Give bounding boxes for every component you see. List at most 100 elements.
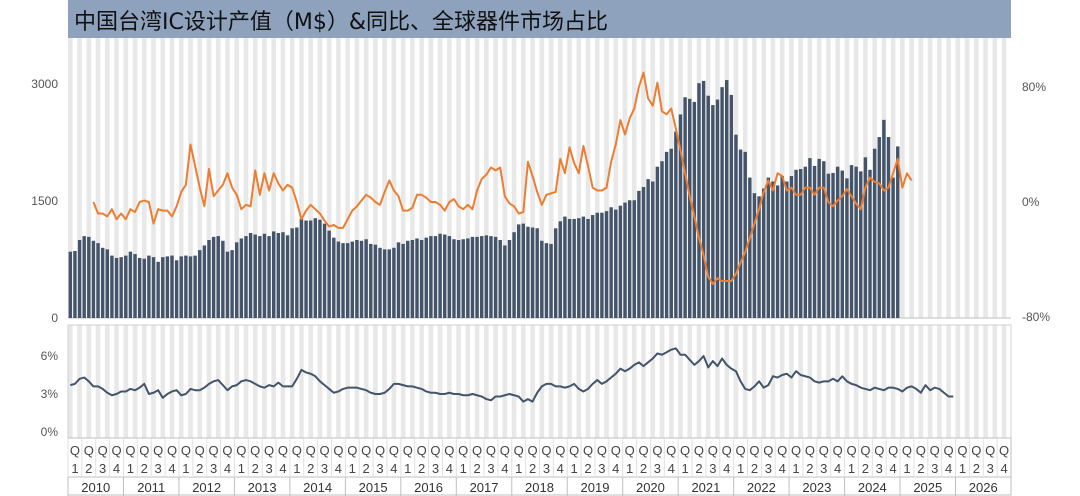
quarter-label-number: 2 [85,461,92,476]
quarter-label-letter: Q [555,443,565,458]
quarter-label-number: 4 [779,461,786,476]
bar [803,166,808,318]
bar [128,251,133,318]
band-top [770,38,776,318]
quarter-label-letter: Q [111,443,121,458]
band-top [132,38,138,318]
band-bottom [779,325,785,438]
bar [692,101,697,318]
bar [780,176,784,318]
quarter-label-letter: Q [846,443,856,458]
quarter-label-letter: Q [819,443,829,458]
band-bottom [95,325,101,438]
band-bottom [511,325,517,438]
band-top [410,38,415,318]
bar [549,243,553,318]
quarter-label-letter: Q [638,443,648,458]
quarter-label-letter: Q [860,443,870,458]
band-bottom [197,325,203,438]
bar [281,232,285,318]
band-bottom [465,325,471,438]
band-bottom [132,325,138,438]
quarter-label-number: 3 [210,461,217,476]
bar [849,165,854,318]
bar [184,255,188,318]
bar [456,240,461,318]
bar [526,226,530,318]
band-top [964,38,970,318]
bar [678,114,683,318]
quarter-label-letter: Q [528,443,538,458]
bar [174,260,179,318]
year-label: 2020 [636,480,665,495]
bar [535,228,539,318]
band-bottom [641,325,646,438]
quarter-label-number: 2 [418,461,425,476]
bar [387,249,391,318]
band-top [539,38,545,318]
band-bottom [262,325,267,438]
quarter-label-letter: Q [125,443,135,458]
band-top [234,38,240,318]
bar [674,131,678,318]
band-bottom [243,325,249,438]
bar [854,166,858,318]
quarter-label-letter: Q [486,443,496,458]
band-bottom [789,325,794,438]
year-label: 2026 [969,480,998,495]
band-top [474,38,480,318]
quarter-label-number: 2 [917,461,924,476]
quarter-label-number: 3 [598,461,605,476]
band-top [576,38,582,318]
band-bottom [631,325,637,438]
bar [840,170,844,318]
band-top [983,38,988,318]
band-bottom [807,325,813,438]
bar [396,242,401,318]
band-bottom [437,325,443,438]
bar [604,211,609,318]
bar [567,218,572,318]
bar [711,105,715,318]
bar [82,236,86,318]
year-label: 2011 [137,480,165,495]
quarter-label-letter: Q [375,443,385,458]
chart-title-bar: 中国台湾IC设计产值（M$）&同比、全球器件市场占比 [68,0,1011,38]
quarter-label-number: 4 [279,461,286,476]
year-label: 2024 [858,480,887,495]
bar [831,172,835,318]
quarter-label-number: 4 [501,461,508,476]
quarter-label-letter: Q [902,443,912,458]
bar [697,83,701,318]
bar [507,240,512,318]
band-bottom [585,325,591,438]
bar [822,161,826,318]
bar [688,98,692,318]
quarter-label-letter: Q [222,443,232,458]
band-bottom [594,325,600,438]
x-axis [67,437,1012,496]
quarter-label-number: 4 [612,461,619,476]
bar [761,188,766,318]
bar [632,200,636,318]
quarter-label-number: 3 [820,461,827,476]
band-bottom [752,325,757,438]
bar [295,227,299,318]
share-axis-tick-label: 3% [41,387,59,401]
band-bottom [225,325,230,438]
bar [443,234,447,318]
left-axis-tick-label: 1500 [31,194,58,208]
quarter-label-letter: Q [98,443,108,458]
quarter-label-letter: Q [333,443,343,458]
band-top [650,38,656,318]
band-top [169,38,175,318]
quarter-label-letter: Q [361,443,371,458]
bar [369,243,373,318]
band-top [326,38,332,318]
quarter-label-number: 3 [99,461,106,476]
bar [151,257,156,318]
band-top [502,38,508,318]
bar [211,236,216,318]
bar [609,207,613,318]
bar [835,166,840,318]
